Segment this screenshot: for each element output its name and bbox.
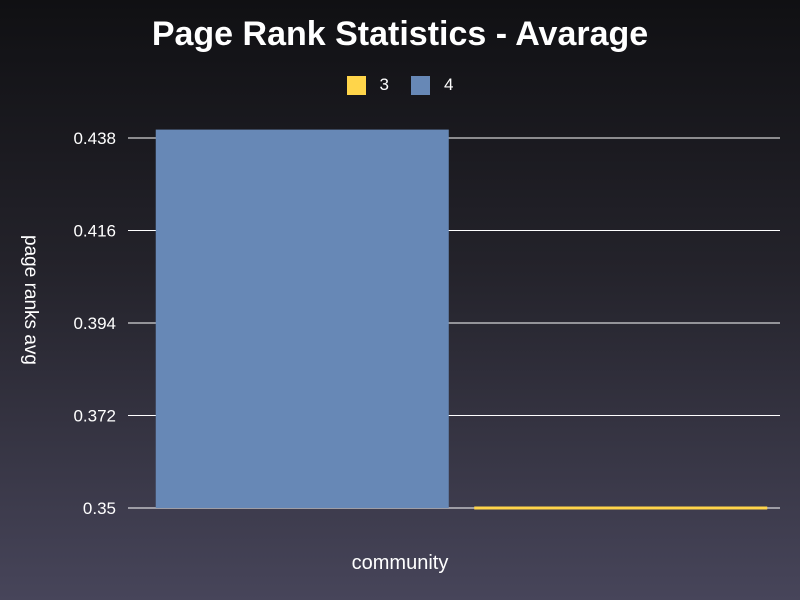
y-tick-label-2: 0.394 — [73, 314, 116, 333]
bar-series-3 — [474, 506, 768, 510]
legend-item-4: 4 — [411, 75, 453, 95]
x-axis-label: community — [351, 552, 449, 574]
legend-label-3: 3 — [379, 75, 389, 94]
y-tick-label-3: 0.416 — [73, 222, 116, 241]
legend-swatch-3 — [346, 75, 366, 95]
y-tick-label-0: 0.35 — [83, 499, 116, 518]
legend-swatch-4 — [411, 75, 430, 95]
chart-title: Page Rank Statistics - Avarage — [151, 15, 649, 53]
y-tick-label-1: 0.372 — [73, 407, 116, 426]
y-axis-label: page ranks avg — [20, 235, 41, 365]
legend-item-3: 3 — [346, 75, 389, 95]
legend: 3 4 — [0, 75, 800, 95]
y-tick-label-4: 0.438 — [73, 129, 116, 148]
legend-label-4: 4 — [444, 75, 454, 94]
bar-series-4 — [155, 129, 449, 508]
